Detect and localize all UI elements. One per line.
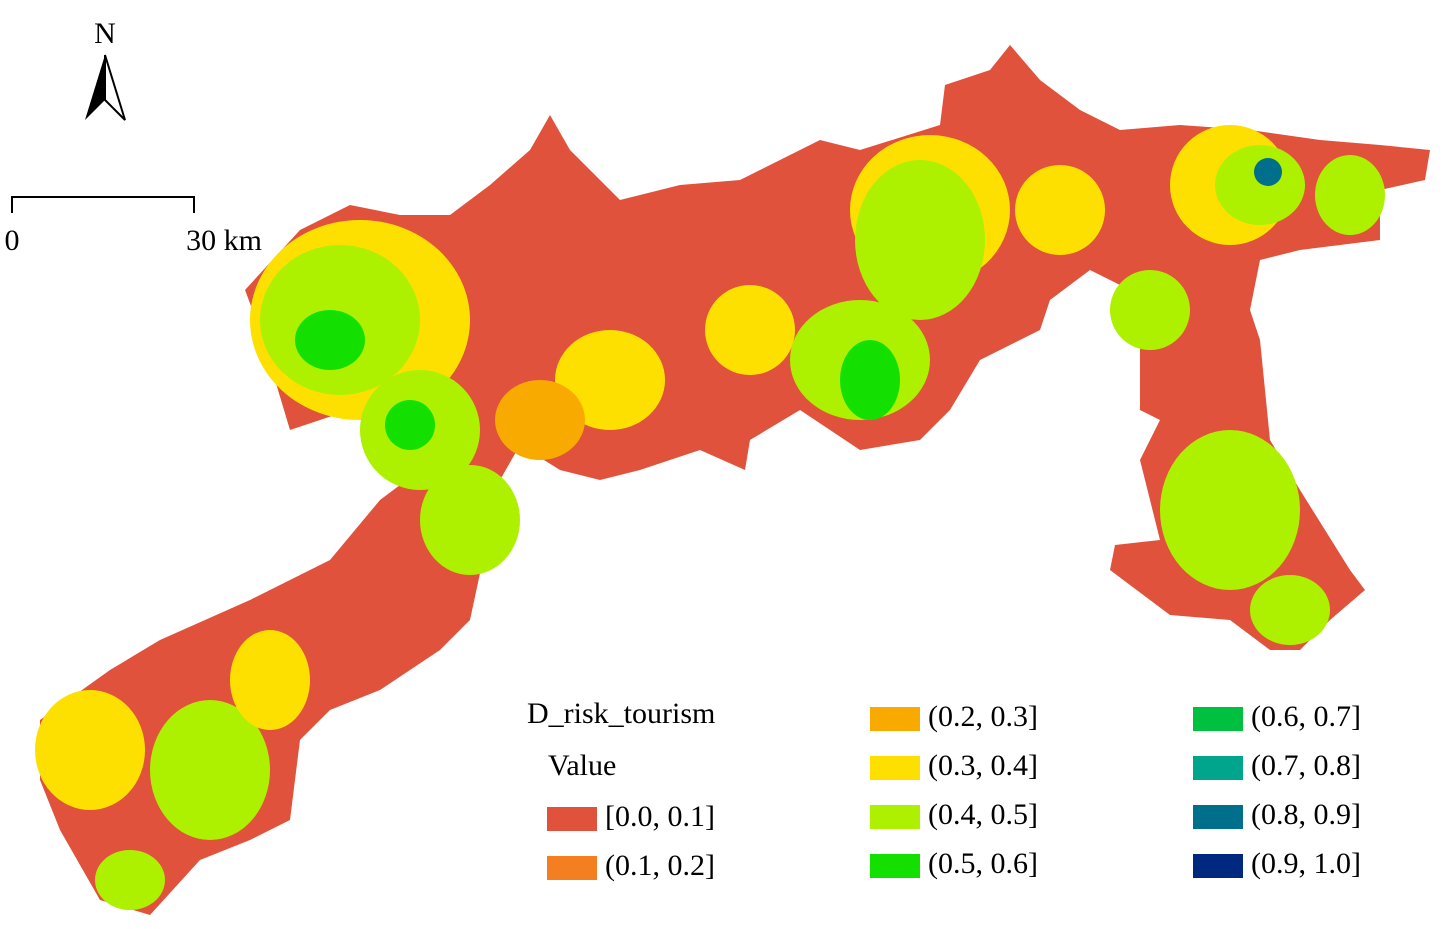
north-arrow: N [85,17,126,121]
scale-end: 30 km [186,224,262,257]
legend-swatch [870,707,920,731]
legend-label: (0.5, 0.6] [928,847,1038,880]
legend-swatch [547,856,597,880]
north-label: N [94,17,116,50]
legend-title: D_risk_tourism [527,697,715,730]
legend-label: (0.4, 0.5] [928,798,1038,831]
legend-label: (0.1, 0.2] [605,849,715,882]
scale-bar: 0 30 km [5,196,262,257]
legend-swatch [1193,805,1243,829]
legend-swatch [870,854,920,878]
scale-start: 0 [5,224,20,257]
legend-subtitle: Value [548,749,616,782]
legend-label: (0.8, 0.9] [1251,798,1361,831]
legend-swatch [1193,854,1243,878]
legend-label: (0.9, 1.0] [1251,847,1361,880]
legend-label: (0.2, 0.3] [928,700,1038,733]
legend-swatch [547,807,597,831]
legend-swatch [870,756,920,780]
legend-label: (0.3, 0.4] [928,749,1038,782]
legend-swatch [1193,707,1243,731]
legend-label: (0.6, 0.7] [1251,700,1361,733]
legend: D_risk_tourism Value [0.0, 0.1] (0.1, 0.2… [527,697,1361,882]
legend-swatch [870,805,920,829]
legend-label: (0.7, 0.8] [1251,749,1361,782]
legend-swatch [1193,756,1243,780]
legend-label: [0.0, 0.1] [605,800,715,833]
map-region [35,45,1430,915]
